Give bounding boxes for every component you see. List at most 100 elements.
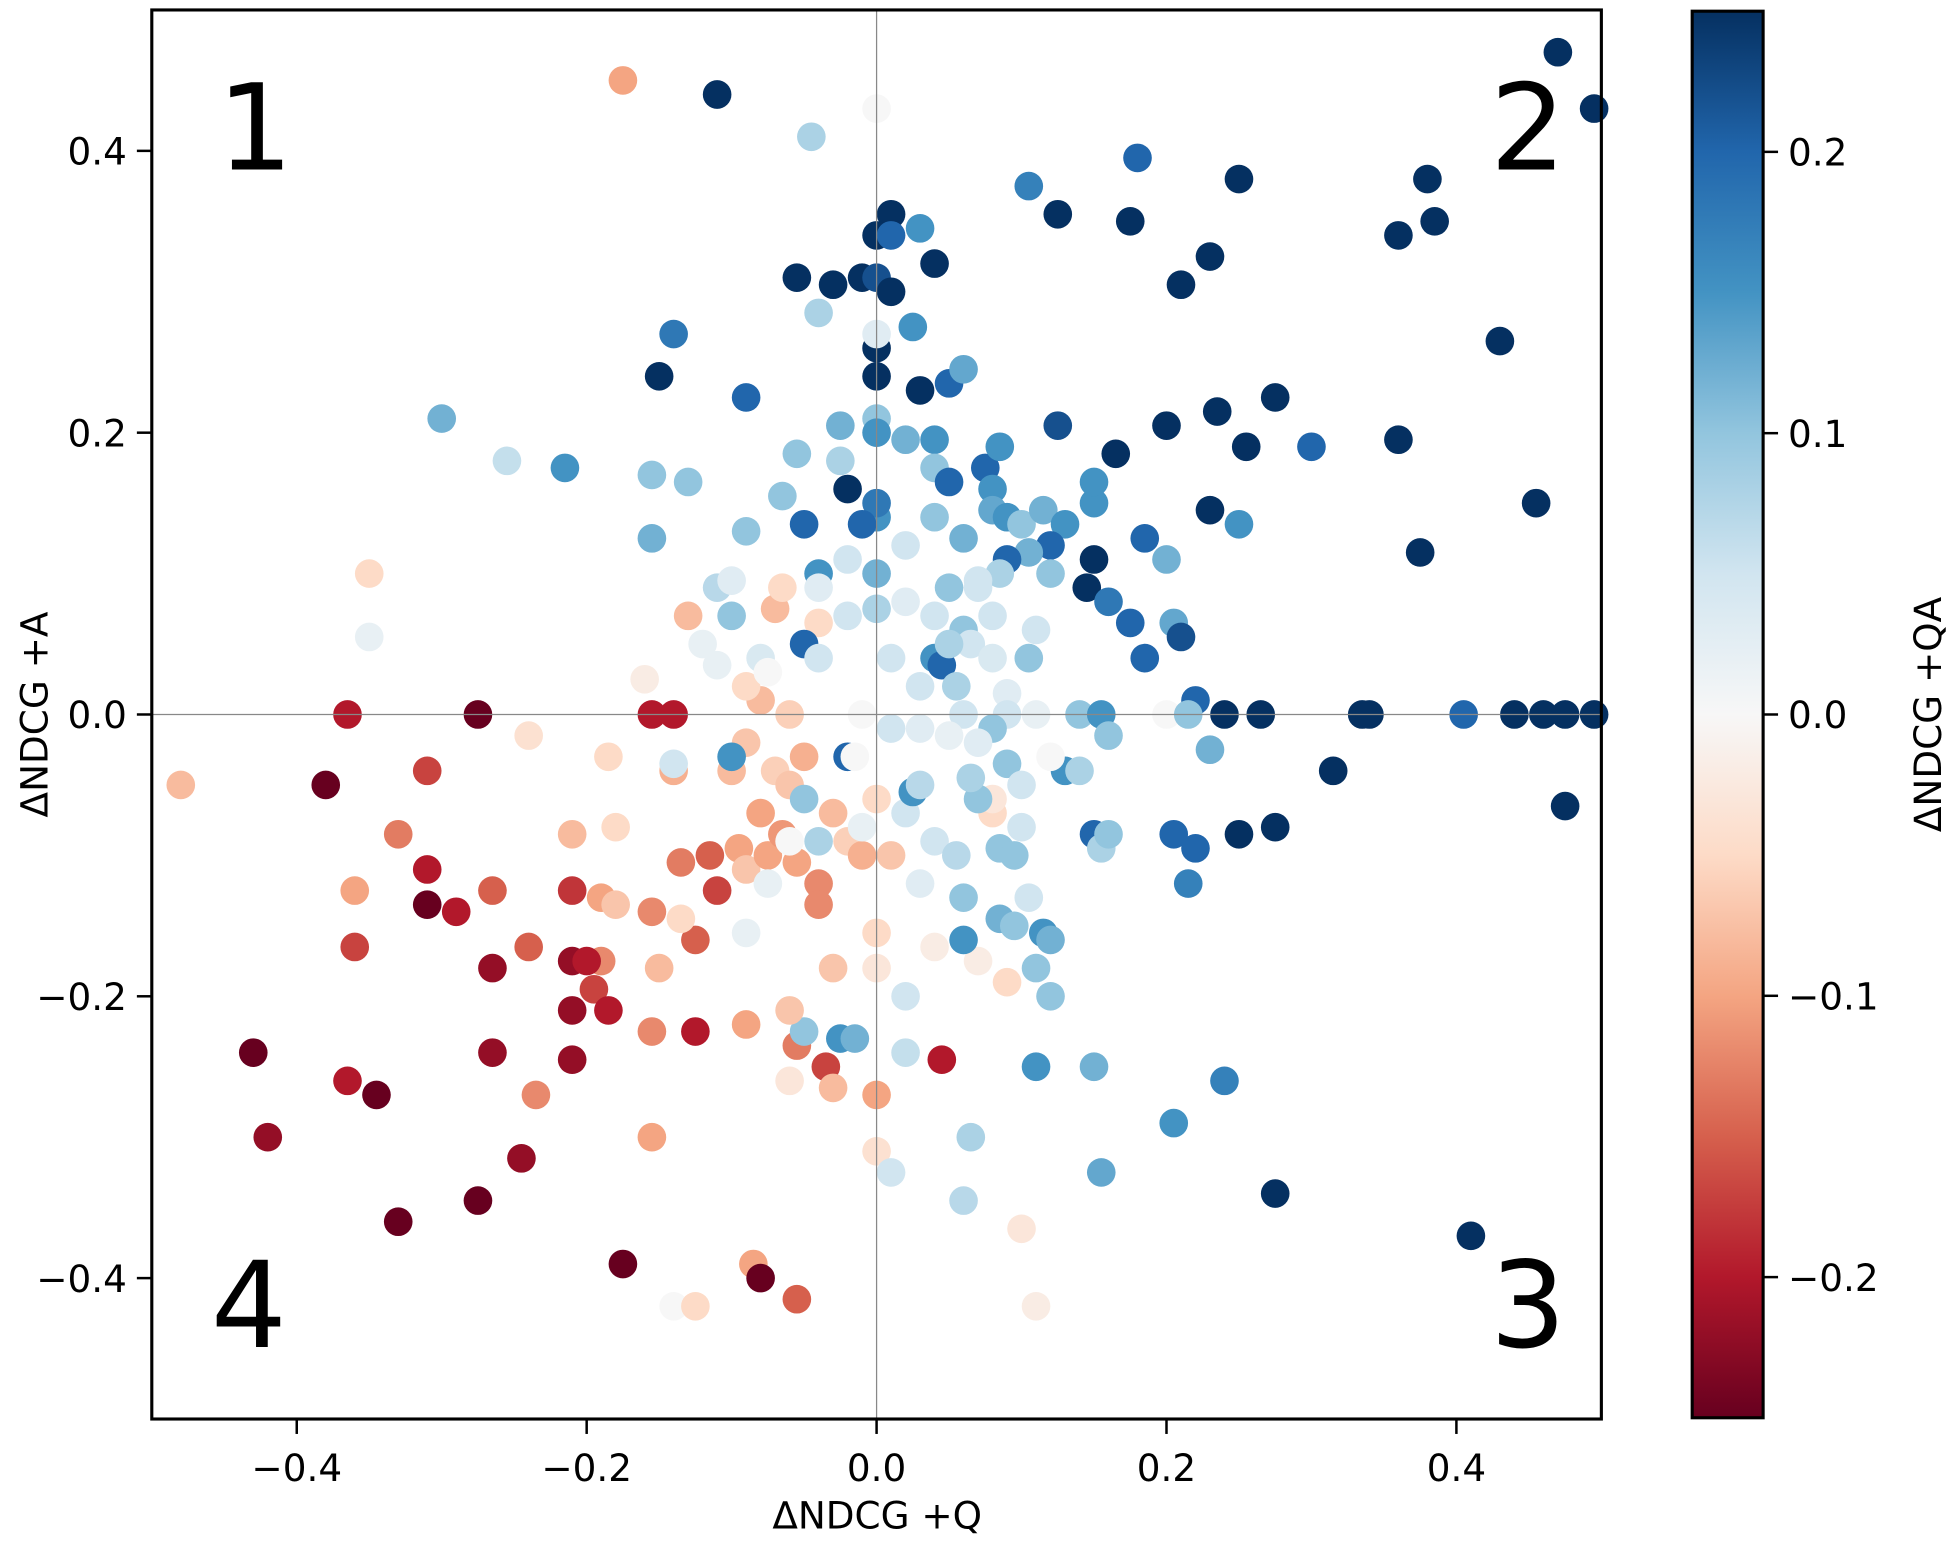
- data-point: [717, 601, 746, 631]
- colorbar-label: ΔNDCG +QA: [1906, 596, 1950, 832]
- data-point: [1521, 488, 1551, 518]
- data-point: [362, 1080, 391, 1110]
- data-point: [1094, 721, 1123, 750]
- data-point: [1050, 509, 1080, 539]
- data-point: [601, 812, 630, 842]
- data-point: [876, 714, 906, 743]
- data-point: [934, 467, 964, 497]
- data-point: [253, 1122, 283, 1152]
- data-point: [949, 1186, 978, 1215]
- data-point: [1224, 509, 1254, 539]
- y-tick-label: −0.2: [36, 975, 127, 1019]
- data-point: [608, 66, 638, 95]
- data-point: [1550, 791, 1580, 821]
- data-point: [1130, 524, 1160, 553]
- data-point: [905, 671, 935, 701]
- data-point: [1094, 587, 1123, 617]
- y-axis-label: ΔNDCG +A: [12, 611, 56, 817]
- data-point: [311, 770, 341, 800]
- data-point: [1007, 812, 1036, 842]
- data-point: [963, 573, 993, 602]
- data-point: [1007, 509, 1036, 539]
- data-point: [637, 460, 667, 490]
- data-point: [594, 742, 623, 772]
- data-point: [1384, 221, 1413, 250]
- data-point: [949, 883, 978, 912]
- data-point: [949, 524, 978, 553]
- data-point: [702, 650, 732, 680]
- data-point: [1152, 545, 1181, 574]
- y-tick-label: −0.4: [36, 1257, 127, 1301]
- data-point: [702, 876, 732, 905]
- quadrant-label-2: 2: [1490, 59, 1566, 198]
- data-point: [847, 812, 877, 842]
- data-point: [782, 263, 812, 292]
- data-point: [876, 221, 906, 250]
- data-point: [731, 671, 761, 701]
- data-point: [978, 643, 1007, 673]
- data-point: [557, 876, 587, 905]
- data-point: [782, 1284, 812, 1314]
- data-point: [441, 897, 471, 927]
- data-point: [833, 474, 862, 504]
- data-point: [1202, 397, 1232, 426]
- x-axis-label: ΔNDCG +Q: [772, 1494, 982, 1538]
- data-point: [1115, 608, 1145, 638]
- data-point: [637, 524, 667, 553]
- data-point: [1297, 432, 1326, 462]
- data-point: [920, 425, 949, 455]
- data-point: [514, 932, 543, 962]
- data-point: [840, 742, 870, 772]
- data-point: [673, 467, 703, 497]
- data-point: [1036, 981, 1065, 1011]
- x-tick-label: 0.4: [1427, 1446, 1486, 1490]
- data-point: [1405, 538, 1435, 567]
- data-point: [920, 502, 949, 532]
- colorbar-tick-label: −0.2: [1788, 1256, 1879, 1300]
- data-point: [1043, 199, 1073, 229]
- data-point: [891, 981, 920, 1011]
- data-point: [920, 601, 949, 631]
- data-point: [891, 425, 920, 455]
- data-point: [557, 1045, 587, 1075]
- data-point: [746, 1263, 775, 1293]
- data-point: [847, 841, 877, 870]
- data-point: [818, 1073, 848, 1103]
- data-point: [941, 671, 971, 701]
- data-point: [1384, 425, 1413, 455]
- data-point: [847, 509, 877, 539]
- colorbar-tick-label: 0.2: [1788, 131, 1847, 175]
- data-point: [905, 714, 935, 743]
- data-point: [1195, 735, 1225, 765]
- data-point: [1115, 207, 1145, 236]
- data-point: [1021, 1291, 1051, 1321]
- data-point: [1036, 742, 1065, 772]
- data-point: [514, 721, 543, 750]
- data-point: [557, 819, 587, 849]
- data-point: [478, 876, 507, 905]
- data-point: [804, 643, 833, 673]
- data-point: [999, 911, 1029, 941]
- data-point: [775, 996, 804, 1025]
- data-point: [804, 573, 833, 602]
- data-point: [826, 446, 855, 476]
- data-point: [985, 432, 1015, 462]
- data-point: [956, 1122, 986, 1152]
- data-point: [876, 277, 906, 307]
- data-point: [775, 826, 804, 856]
- data-point: [1007, 770, 1036, 800]
- data-point: [1210, 1066, 1239, 1096]
- data-point: [1021, 953, 1051, 983]
- colorbar-ticks: −0.2 −0.1 0.0 0.1 0.2: [1763, 131, 1879, 1300]
- data-point: [1123, 143, 1152, 173]
- data-point: [1195, 242, 1225, 271]
- data-point: [746, 798, 775, 828]
- data-point: [934, 629, 964, 659]
- data-point: [478, 953, 507, 983]
- data-point: [818, 270, 848, 300]
- data-point: [1166, 622, 1196, 652]
- data-point: [637, 1017, 667, 1046]
- data-point: [572, 946, 601, 976]
- data-point: [804, 890, 833, 920]
- data-point: [702, 80, 732, 109]
